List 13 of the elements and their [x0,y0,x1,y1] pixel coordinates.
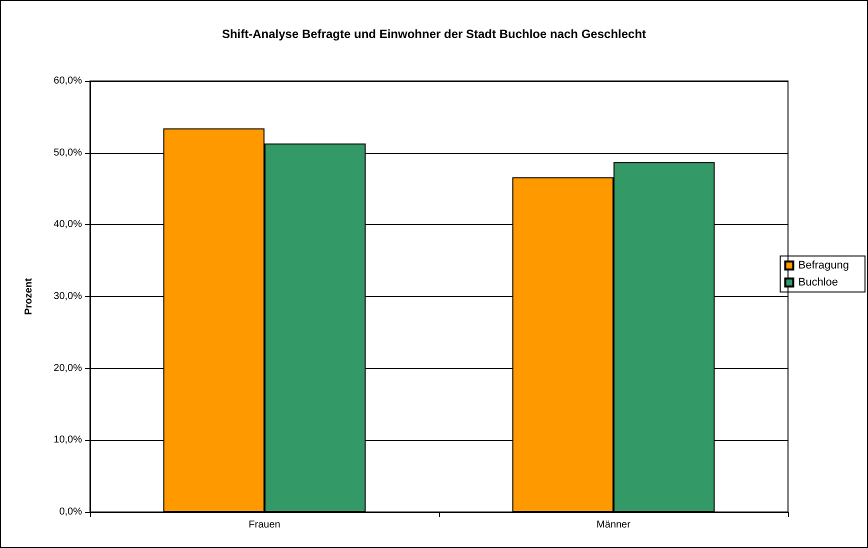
y-tick-label: 60,0% [54,76,82,86]
y-axis-title: Prozent [24,277,34,315]
legend-label: Buchloe [798,276,838,288]
y-tick-label: 50,0% [54,147,82,158]
y-tick-label: 30,0% [54,291,82,302]
y-tick-label: 10,0% [54,434,82,446]
y-tick-label: 0,0% [59,506,82,518]
chart-title: Shift-Analyse Befragte und Einwohner der Stadt Buchloe nach Geschlecht [222,27,646,41]
legend-label: Befragung [798,260,850,272]
x-tick-label: Männer [596,520,632,530]
y-tick-label: 20,0% [54,362,82,374]
y-tick-label: 40,0% [54,219,82,230]
x-tick-label: Frauen [248,520,280,530]
